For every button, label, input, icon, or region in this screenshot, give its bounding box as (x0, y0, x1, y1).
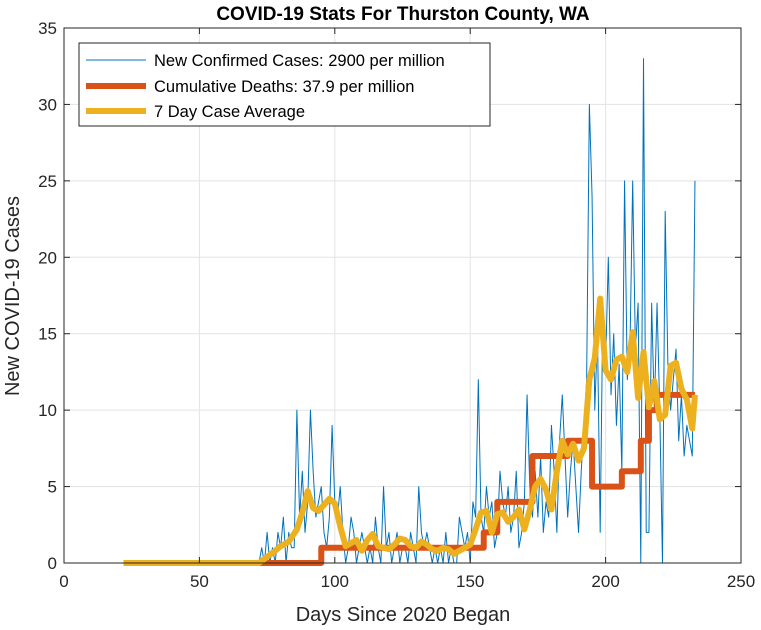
chart-title: COVID-19 Stats For Thurston County, WA (216, 4, 590, 25)
x-tick-label: 250 (727, 572, 755, 591)
series-line-7day-average (123, 295, 698, 566)
y-tick-label: 15 (38, 325, 57, 344)
x-tick-label: 50 (190, 572, 209, 591)
x-tick-label: 150 (456, 572, 484, 591)
y-axis-label: New COVID-19 Cases (2, 196, 24, 396)
legend-label-new-cases: New Confirmed Cases: 2900 per million (154, 52, 445, 70)
legend: New Confirmed Cases: 2900 per million Cu… (78, 42, 491, 127)
series-line-deaths (123, 391, 695, 566)
y-tick-label: 25 (38, 172, 57, 191)
y-tick-label: 35 (38, 19, 57, 38)
legend-label-7day-average: 7 Day Case Average (154, 103, 305, 121)
y-tick-label: 0 (48, 554, 57, 573)
series-layer (123, 58, 698, 566)
tick-labels: 0 50 100 150 200 250 0 5 10 15 20 25 30 35 (38, 19, 755, 591)
y-tick-label: 10 (38, 401, 57, 420)
x-tick-label: 100 (321, 572, 349, 591)
axes (63, 27, 742, 564)
axes-box (63, 27, 742, 564)
x-tick-label: 0 (59, 572, 68, 591)
x-tick-label: 200 (591, 572, 619, 591)
legend-box (78, 42, 491, 127)
x-axis-label: Days Since 2020 Began (296, 604, 511, 626)
y-tick-label: 5 (48, 478, 57, 497)
legend-label-deaths: Cumulative Deaths: 37.9 per million (154, 78, 414, 96)
y-tick-label: 20 (38, 248, 57, 267)
y-tick-label: 30 (38, 95, 57, 114)
